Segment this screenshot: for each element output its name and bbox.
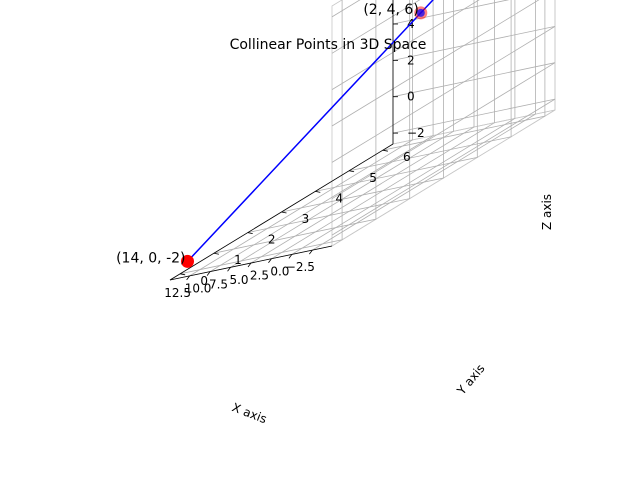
line-marker-1	[416, 8, 425, 17]
grid-line-y-3	[281, 0, 444, 213]
grid-line-x-6	[189, 0, 414, 277]
y-tick-label-6: 6	[403, 150, 411, 164]
grid-line-z-0	[331, 98, 556, 236]
x-tick-0	[309, 249, 313, 255]
grid-line-x-3	[250, 0, 475, 264]
point-label-0: (14, 0, -2)	[116, 250, 185, 266]
x-tick-label-3: 5.0	[229, 273, 248, 287]
y-tick-label-4: 4	[335, 191, 343, 205]
z-tick-label-1: 0	[407, 90, 415, 104]
x-tick-label-6: 12.5	[164, 286, 191, 300]
grid-line-y-0	[180, 0, 343, 275]
x-tick-label-1: 0.0	[270, 264, 289, 278]
y-tick-label-2: 2	[268, 233, 276, 247]
grid-line-y-1	[213, 0, 377, 254]
y-tick-6	[382, 149, 388, 152]
y-tick-label-3: 3	[302, 212, 310, 226]
x-tick-label-2: 2.5	[250, 269, 269, 283]
x-tick-label-5: 10.0	[185, 282, 212, 296]
z-tick-label-0: −2	[407, 126, 425, 140]
y-tick-label-5: 5	[369, 171, 377, 185]
y-tick-1	[213, 252, 220, 255]
grid-line-x-2	[271, 0, 495, 260]
y-tick-2	[247, 232, 253, 234]
chart-grid	[180, 0, 556, 277]
grid-line-z-3	[331, 0, 540, 127]
grid-line-x-5	[209, 0, 434, 272]
grid-line-x-1	[291, 0, 516, 255]
grid-line-z-4	[331, 0, 480, 90]
x-tick-2	[268, 258, 272, 263]
x-tick-4	[227, 267, 231, 272]
z-axis-label: Z axis	[540, 194, 554, 230]
chart-series: (14, 0, -2)(2, 4, 6)(-4, 6, 10)	[116, 0, 434, 268]
grid-line-y-2	[247, 0, 411, 233]
grid-line-z-2	[331, 26, 556, 163]
y-axis-label: Y axis	[454, 361, 488, 398]
x-tick-5	[206, 271, 211, 276]
y-tick-5	[348, 170, 355, 173]
grid-line-y-5	[349, 0, 512, 172]
grid-line-y-6	[382, 0, 546, 151]
grid-line-y-4	[315, 0, 478, 192]
x-tick-1	[288, 254, 293, 259]
grid-line-x-0	[312, 0, 536, 251]
x-axis-label: X axis	[230, 400, 269, 426]
x-tick-6	[186, 275, 190, 281]
y-tick-4	[315, 191, 321, 193]
y-tick-label-0: 0	[200, 274, 208, 288]
x-tick-3	[247, 262, 252, 268]
y-tick-3	[281, 211, 287, 214]
grid-line-x-4	[230, 0, 454, 268]
y-tick-label-1: 1	[234, 253, 242, 267]
y-tick-0	[180, 273, 186, 276]
x-tick-label-0: −2.5	[286, 260, 315, 274]
data-point-0	[181, 254, 194, 268]
z-tick-label-2: 2	[407, 53, 415, 67]
x-tick-label-4: 7.5	[209, 277, 228, 291]
grid-line-z-5	[331, 0, 421, 54]
grid-line-z-1	[331, 62, 556, 200]
chart-title: Collinear Points in 3D Space	[230, 37, 427, 53]
point-label-1: (2, 4, 6)	[363, 2, 418, 18]
